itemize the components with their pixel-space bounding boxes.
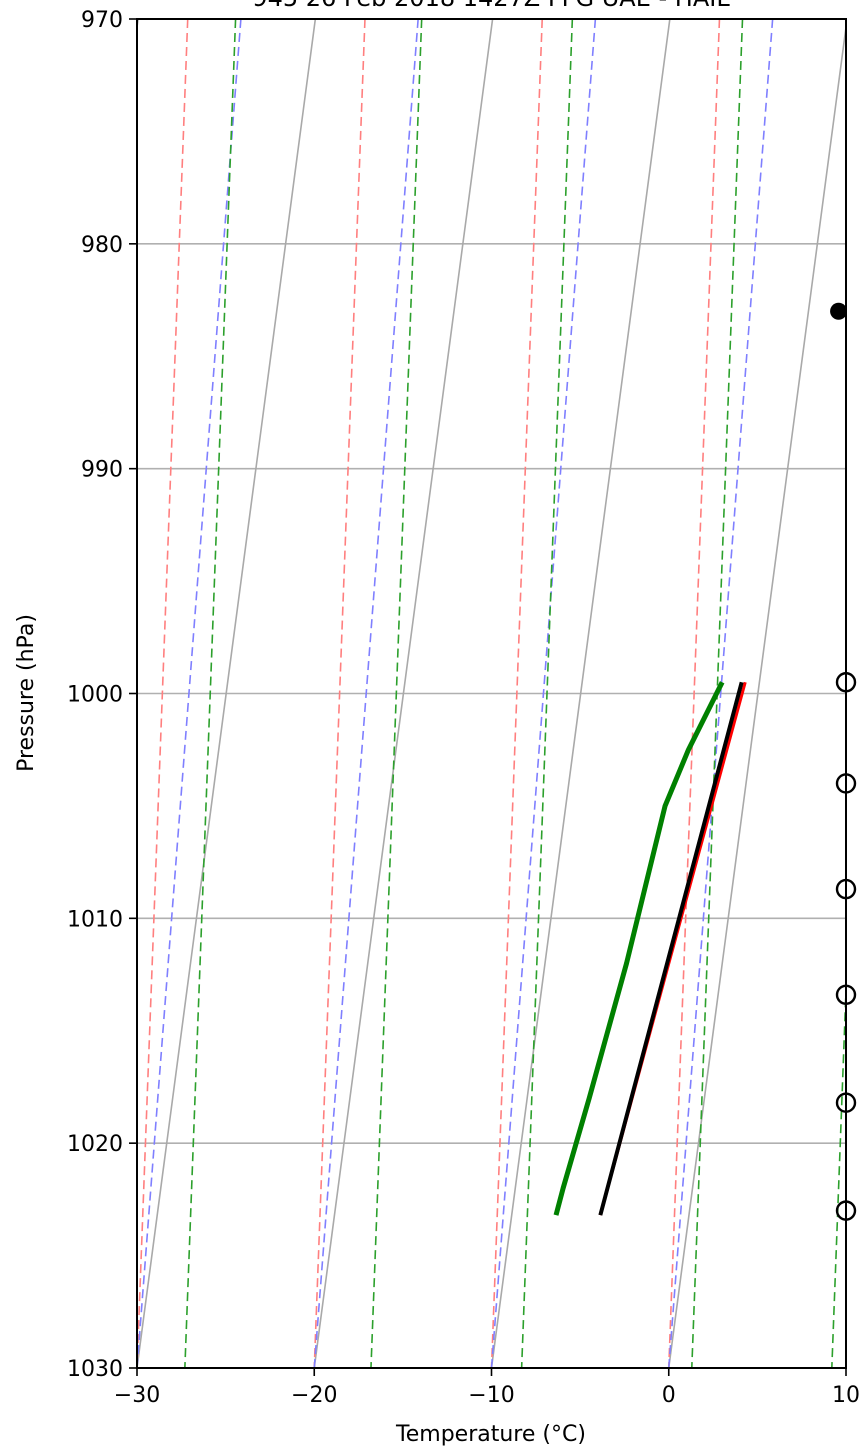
x-axis-ticks: −30 −20 −10 0 10	[114, 1368, 860, 1408]
chart-title: 945 26 Feb 2018 1427Z FFG UAE - HAIL	[252, 0, 730, 12]
isotherm-line	[313, 19, 494, 1368]
mixing-ratio-line	[370, 19, 423, 1368]
dry-adiabat-lines	[0, 19, 846, 1368]
y-tick-label: 970	[81, 8, 123, 33]
y-tick-label: 1000	[67, 683, 123, 708]
x-tick-label: −10	[468, 1383, 514, 1408]
moist-adiabat-lines	[137, 19, 846, 1368]
dry-adiabat-line	[0, 19, 10, 1368]
isotherm-line	[490, 19, 671, 1368]
mixing-ratio-line	[831, 969, 846, 1368]
point-marker	[830, 302, 846, 320]
x-tick-label: −20	[291, 1383, 337, 1408]
y-tick-label: 980	[81, 233, 123, 258]
dry-adiabat-line	[137, 19, 189, 1368]
y-axis-ticks: 970 980 990 1000 1010 1020 1030	[67, 8, 137, 1382]
series-line	[553, 681, 725, 1216]
moist-adiabat-line	[667, 19, 774, 1368]
moist-adiabat-line	[313, 19, 419, 1368]
isotherm-line	[667, 21, 846, 1368]
plot-area	[0, 19, 846, 1368]
mixing-ratio-line	[520, 19, 574, 1368]
x-tick-label: −30	[114, 1383, 160, 1408]
y-tick-label: 990	[81, 458, 123, 483]
moist-adiabat-line	[137, 19, 242, 1368]
dry-adiabat-line	[313, 19, 366, 1368]
profile-series	[553, 681, 747, 1216]
moist-adiabat-line	[845, 1357, 846, 1368]
dry-adiabat-line	[667, 19, 721, 1368]
isotherm-line	[137, 19, 317, 1368]
y-tick-label: 1010	[67, 907, 123, 932]
x-tick-label: 0	[662, 1383, 676, 1408]
y-axis-label: Pressure (hPa)	[14, 614, 39, 772]
mixing-ratio-line	[184, 19, 237, 1368]
moist-adiabat-line	[490, 19, 597, 1368]
y-tick-label: 1030	[67, 1357, 123, 1382]
isotherm-line	[845, 1361, 846, 1368]
y-tick-label: 1020	[67, 1132, 123, 1157]
series-line	[598, 681, 744, 1216]
isotherm-lines	[137, 19, 846, 1368]
dry-adiabat-line	[845, 1346, 846, 1368]
x-tick-label: 10	[832, 1383, 860, 1408]
point-markers	[830, 302, 846, 320]
x-axis-label: Temperature (°C)	[395, 1422, 586, 1447]
dry-adiabat-line	[490, 19, 544, 1368]
